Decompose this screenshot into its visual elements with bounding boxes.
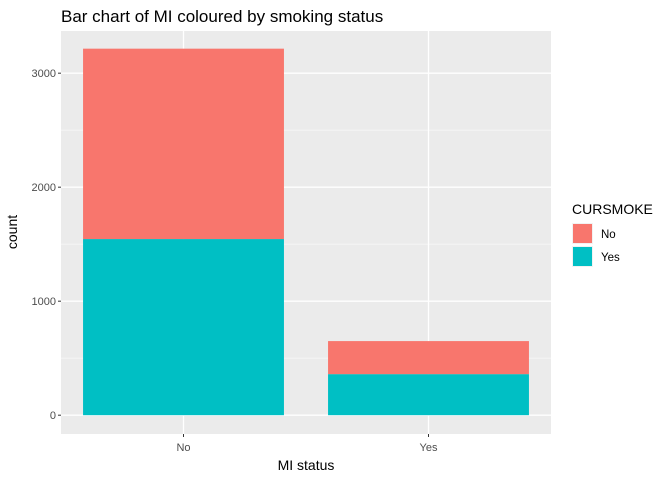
legend: CURSMOKE No Yes (572, 201, 653, 267)
y-axis: 0 1000 2000 3000 (32, 68, 61, 422)
legend-swatch-yes (573, 247, 592, 266)
bar-yes-cursmoke-no (328, 341, 529, 375)
x-axis-title: MI status (278, 457, 335, 473)
y-tick-label: 3000 (32, 68, 56, 80)
bar-yes-cursmoke-yes (328, 374, 529, 416)
bars (83, 48, 529, 416)
x-tick-label: No (176, 442, 190, 454)
bar-no-cursmoke-no (83, 48, 284, 240)
y-tick-label: 1000 (32, 296, 56, 308)
legend-title: CURSMOKE (572, 201, 653, 217)
x-tick-label: Yes (420, 442, 438, 454)
x-axis: No Yes (176, 434, 438, 454)
chart-title: Bar chart of MI coloured by smoking stat… (61, 7, 383, 26)
y-axis-title: count (4, 215, 20, 249)
y-tick-label: 0 (50, 410, 56, 422)
legend-swatch-no (573, 224, 592, 243)
legend-label: No (601, 229, 616, 241)
bar-no-cursmoke-yes (83, 239, 284, 416)
y-tick-label: 2000 (32, 182, 56, 194)
legend-label: Yes (601, 252, 620, 264)
